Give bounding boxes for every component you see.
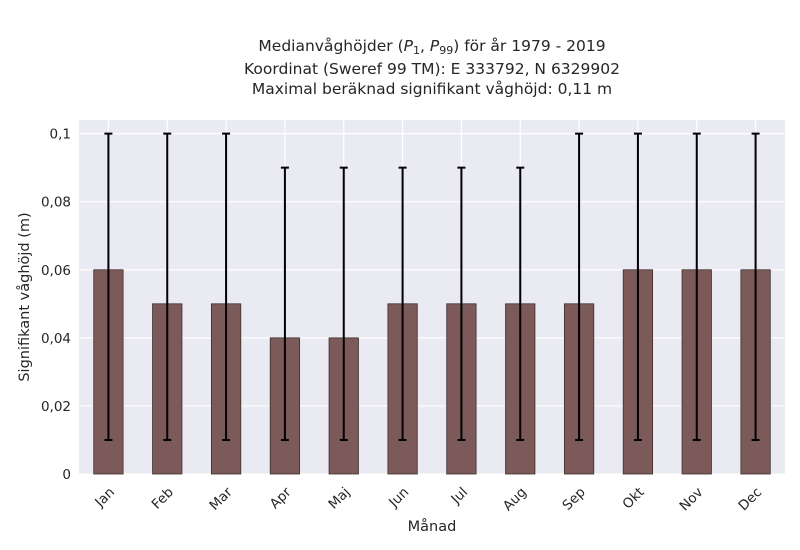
y-tick-label: 0,04 (41, 331, 71, 347)
error-bar-maj (339, 166, 348, 441)
error-bar-feb (163, 132, 172, 441)
plot-area (79, 120, 785, 474)
error-bar-jul (457, 166, 466, 441)
error-bar-dec (751, 132, 760, 441)
error-bar-apr (280, 166, 289, 441)
error-bars (104, 132, 760, 441)
chart-title: Medianvåghöjder (P1, P99) för år 1979 - … (244, 37, 620, 98)
y-tick-label: 0,1 (50, 127, 71, 143)
chart-subtitle-line-1: Koordinat (Sweref 99 TM): E 333792, N 63… (244, 60, 620, 78)
x-tick-label-dec: Dec (735, 484, 765, 514)
y-tick-label: 0 (62, 467, 71, 483)
x-tick-label-nov: Nov (676, 484, 706, 514)
x-axis-label: Månad (408, 518, 457, 535)
x-tick-label-okt: Okt (619, 484, 647, 512)
x-tick-label-sep: Sep (559, 484, 588, 513)
error-bar-aug (516, 166, 525, 441)
error-bar-sep (575, 132, 584, 441)
x-tick-label-feb: Feb (149, 484, 177, 512)
x-tick-label-maj: Maj (325, 484, 353, 512)
y-tick-label: 0,02 (41, 399, 71, 415)
y-tick-label: 0,06 (41, 263, 71, 279)
x-tick-label-jul: Jul (448, 484, 472, 508)
y-axis-tick-labels: 0 0,02 0,04 0,06 0,08 0,1 (41, 127, 71, 483)
x-tick-label-mar: Mar (206, 484, 236, 514)
x-tick-label-aug: Aug (500, 484, 530, 514)
error-bar-nov (692, 132, 701, 441)
y-axis-label: Signifikant våghöjd (m) (16, 212, 33, 381)
chart-title-line-1: Medianvåghöjder (P1, P99) för år 1979 - … (258, 37, 605, 57)
error-bar-jan (104, 132, 113, 441)
x-axis-tick-labels: Jan Feb Mar Apr Maj Jun Jul Aug Sep Okt Nov Dec (91, 484, 765, 514)
y-tick-label: 0,08 (41, 195, 71, 211)
x-tick-label-apr: Apr (267, 484, 295, 512)
chart-subtitle-line-2: Maximal beräknad signifikant våghöjd: 0,… (252, 80, 612, 98)
error-bar-jun (398, 166, 407, 441)
x-tick-label-jun: Jun (385, 484, 412, 511)
x-tick-label-jan: Jan (91, 484, 118, 511)
error-bar-mar (222, 132, 231, 441)
error-bar-okt (633, 132, 642, 441)
